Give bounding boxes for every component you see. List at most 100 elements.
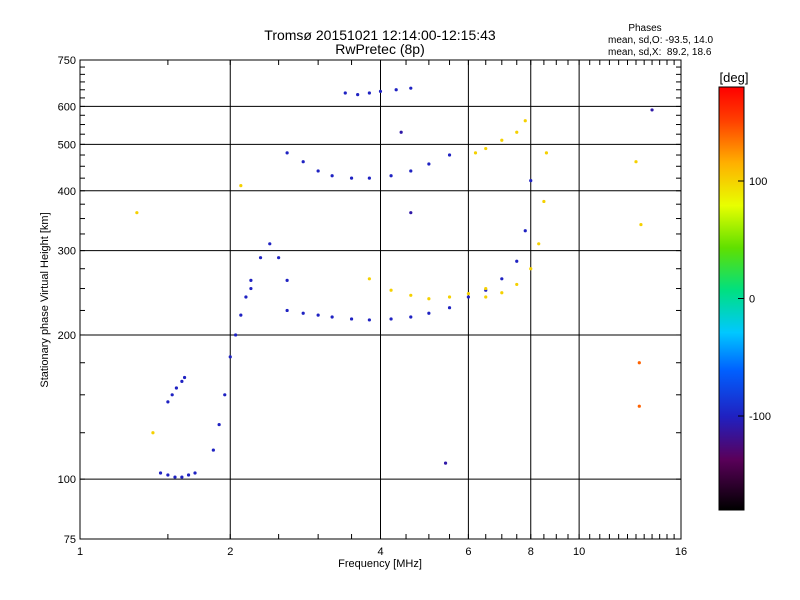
data-point <box>166 473 170 477</box>
y-tick-label: 750 <box>58 55 76 67</box>
data-point <box>466 295 470 299</box>
x-tick-label: 1 <box>77 546 83 558</box>
chart-subtitle: RwPretec (8p) <box>335 41 424 57</box>
data-point <box>466 291 470 296</box>
data-point <box>529 179 533 183</box>
data-point <box>239 184 243 188</box>
colorbar-ticks: 100 0 -100 <box>738 176 771 423</box>
y-tick-label: 600 <box>58 101 76 113</box>
data-point <box>135 211 139 215</box>
data-point <box>639 222 643 227</box>
x-tick-label: 2 <box>227 546 233 558</box>
colorbar-tick-label: 100 <box>749 176 767 188</box>
y-tick-label: 300 <box>58 246 76 258</box>
phase-colorbar: [deg] 100 0 -100 <box>718 70 771 511</box>
x-tick-label: 16 <box>675 546 687 558</box>
data-point <box>542 199 546 204</box>
phase-stats-x: mean, sd,X: 89.2, 18.6 <box>608 47 712 58</box>
data-point <box>447 306 452 310</box>
data-point <box>249 286 253 291</box>
x-axis-label: Frequency [MHz] <box>338 558 422 570</box>
data-point <box>285 151 289 155</box>
data-point <box>182 375 187 380</box>
data-point <box>634 160 638 164</box>
axis-ticks: 1 2 4 6 8 10 16 75 100 200 300 400 500 600 750 <box>58 55 687 558</box>
data-point <box>389 317 393 321</box>
data-point <box>500 138 504 142</box>
data-point <box>500 277 504 281</box>
data-point <box>316 313 320 317</box>
data-point <box>277 256 281 260</box>
data-point <box>166 400 170 404</box>
y-tick-label: 100 <box>58 474 76 486</box>
x-tick-label: 10 <box>573 546 585 558</box>
data-point <box>409 169 413 173</box>
data-point <box>409 211 413 215</box>
data-point <box>515 282 519 287</box>
data-point <box>239 313 243 317</box>
data-point <box>544 151 549 155</box>
data-point <box>389 174 393 178</box>
data-point <box>301 160 305 164</box>
data-point <box>447 295 452 299</box>
data-point <box>447 153 452 157</box>
data-point <box>186 473 191 477</box>
data-point <box>316 169 320 173</box>
data-point <box>409 86 413 90</box>
data-point <box>151 431 155 435</box>
x-tick-label: 4 <box>377 546 383 558</box>
data-point <box>258 256 263 260</box>
data-point <box>484 295 488 299</box>
data-point <box>367 277 371 281</box>
y-tick-label: 400 <box>58 186 76 198</box>
data-point <box>637 404 641 408</box>
x-tick-label: 6 <box>465 546 471 558</box>
y-tick-label: 200 <box>58 330 76 342</box>
data-point <box>217 422 221 427</box>
plot-area: 1 2 4 6 8 10 16 75 100 200 300 400 500 600 750 <box>58 55 687 558</box>
data-point <box>158 471 163 475</box>
data-points <box>135 86 654 479</box>
data-point <box>515 259 519 263</box>
data-point <box>367 318 371 322</box>
y-tick-label: 75 <box>64 534 76 546</box>
data-point <box>523 119 527 123</box>
data-point <box>193 471 197 475</box>
grid-lines <box>80 60 681 539</box>
data-point <box>249 278 253 282</box>
data-point <box>180 379 184 383</box>
data-point <box>170 393 174 397</box>
data-point <box>343 91 347 95</box>
data-point <box>484 286 488 291</box>
colorbar-tick-label: 0 <box>749 294 755 306</box>
data-point <box>223 393 227 397</box>
data-point <box>637 361 641 365</box>
data-point <box>349 176 354 180</box>
data-point <box>427 311 431 315</box>
data-point <box>301 311 305 315</box>
data-point <box>211 448 215 452</box>
data-point <box>268 242 272 246</box>
data-point <box>378 89 383 93</box>
phase-stats-o: mean, sd,O: -93.5, 14.0 <box>608 35 713 46</box>
data-point <box>394 88 398 92</box>
y-tick-label: 500 <box>58 139 76 151</box>
data-point <box>330 315 334 319</box>
chart-title: Tromsø 20151021 12:14:00-12:15:43 <box>264 27 496 43</box>
data-point <box>409 293 413 297</box>
colorbar-tick-label: -100 <box>749 411 771 423</box>
data-point <box>228 355 232 359</box>
data-point <box>389 288 393 292</box>
data-point <box>515 130 519 134</box>
data-point <box>473 151 478 155</box>
data-point <box>173 475 177 479</box>
data-point <box>409 315 413 319</box>
data-point <box>244 295 248 299</box>
data-point <box>285 308 289 313</box>
data-point <box>537 242 541 246</box>
data-point <box>443 461 448 465</box>
data-point <box>529 267 533 271</box>
data-point <box>234 333 238 337</box>
data-point <box>356 93 360 97</box>
